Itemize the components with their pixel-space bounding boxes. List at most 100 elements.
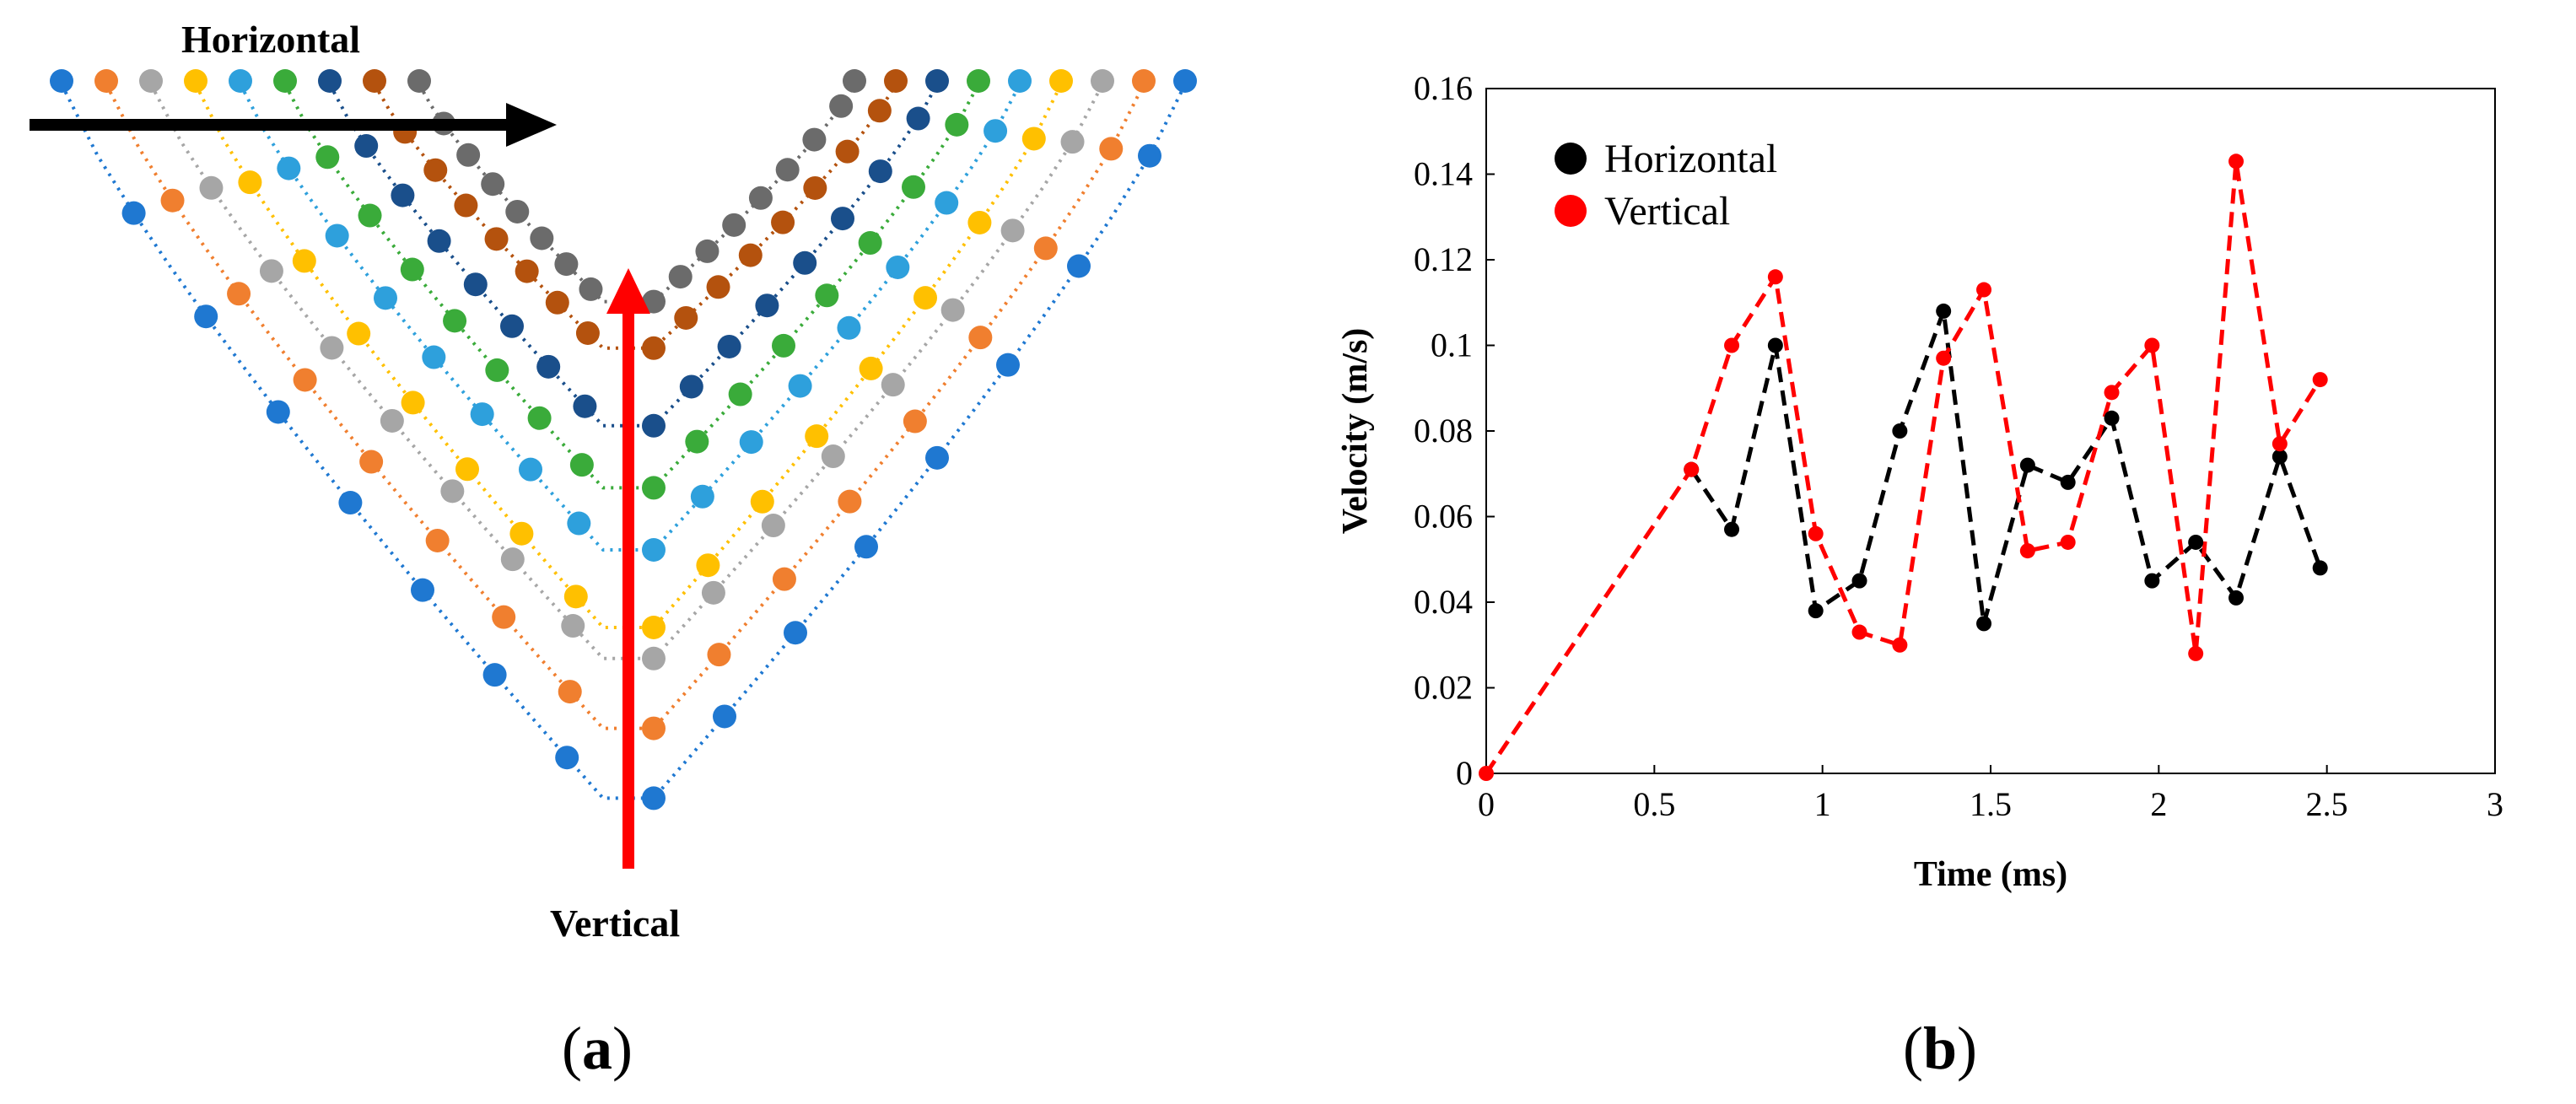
profile-point <box>509 521 534 546</box>
profile-point <box>94 69 118 93</box>
profile-point <box>803 175 827 200</box>
y-axis-label: Velocity (m/s) <box>1336 328 1375 535</box>
profile-point <box>868 159 892 184</box>
profile-point <box>967 210 992 234</box>
profile-line <box>418 83 856 304</box>
profile-point <box>642 336 666 360</box>
profile-point <box>1091 69 1114 93</box>
profile-point <box>642 616 666 639</box>
profile-point <box>456 143 481 167</box>
profile-point <box>1008 69 1032 93</box>
profile-point <box>1138 143 1161 168</box>
profile-point <box>443 309 467 333</box>
panel-a-letter: a <box>582 1015 612 1082</box>
profile-point <box>903 409 927 434</box>
profile-curves <box>50 69 1197 810</box>
profile-point <box>838 489 862 514</box>
profile-point <box>121 201 146 225</box>
profile-point <box>400 257 424 282</box>
legend: Horizontal Vertical <box>1555 137 1777 234</box>
x-tick-label: 0.5 <box>1633 785 1675 823</box>
profile-point <box>160 188 185 213</box>
y-tick-label: 0.14 <box>1414 155 1473 193</box>
profile-point <box>227 282 251 306</box>
profile-point <box>374 286 397 310</box>
profile-point <box>695 239 719 263</box>
legend-label-horizontal: Horizontal <box>1604 137 1777 181</box>
profile-point <box>761 514 785 538</box>
profile-point <box>184 69 207 93</box>
vertical-label: Vertical <box>550 902 680 945</box>
panel-b-open: ( <box>1903 1015 1923 1082</box>
profile-point <box>772 567 796 591</box>
profile-point <box>668 265 693 289</box>
profile-point <box>902 175 925 199</box>
x-tick-label: 0 <box>1478 785 1495 823</box>
profile-point <box>363 69 386 93</box>
point-vertical <box>1724 337 1740 353</box>
point-vertical <box>2228 153 2245 170</box>
profile-point <box>967 69 990 93</box>
panel-b-letter: b <box>1923 1015 1957 1082</box>
horizontal-arrow-head <box>506 103 557 147</box>
profile-point <box>1099 137 1124 161</box>
point-horizontal <box>1851 573 1867 589</box>
profile-point <box>500 547 525 572</box>
x-axis-label: Time (ms) <box>1914 855 2067 894</box>
profile-point <box>771 210 795 234</box>
profile-point <box>238 170 262 195</box>
profile-point <box>925 445 949 470</box>
profile-point <box>558 680 582 704</box>
profile-point <box>858 231 882 256</box>
profile-point <box>775 158 800 182</box>
profile-point <box>837 315 861 340</box>
profile-point <box>530 226 554 250</box>
profile-point <box>805 424 829 449</box>
panel-a-open: ( <box>562 1015 582 1082</box>
profile-point <box>935 191 959 215</box>
legend-label-vertical: Vertical <box>1604 189 1730 234</box>
profile-point <box>358 203 382 228</box>
profile-point <box>717 334 741 358</box>
profile-point <box>739 430 763 455</box>
profile-point <box>482 663 507 687</box>
profile-point <box>843 69 866 93</box>
series-lines <box>1484 160 2323 775</box>
point-horizontal <box>1892 423 1908 439</box>
point-vertical <box>1936 350 1952 366</box>
profile-point <box>563 584 588 609</box>
profile-point <box>423 158 448 182</box>
y-tick-label: 0.16 <box>1414 69 1473 107</box>
profile-point <box>315 145 340 170</box>
y-tick-label: 0.02 <box>1414 669 1473 707</box>
profile-point <box>867 99 892 123</box>
profile-point <box>674 305 698 330</box>
profile-point <box>492 605 516 629</box>
profile-point <box>1067 254 1091 278</box>
profile-point <box>485 358 509 382</box>
x-tick-label: 2 <box>2150 785 2167 823</box>
profile-point <box>642 716 666 740</box>
profile-point <box>859 356 883 380</box>
profile-point <box>886 255 910 279</box>
point-horizontal <box>2188 534 2204 550</box>
profile-point <box>984 119 1008 143</box>
profile-point <box>259 259 283 283</box>
point-horizontal <box>2312 560 2328 576</box>
profile-point <box>380 408 404 433</box>
point-horizontal <box>2019 457 2035 473</box>
profile-point <box>273 69 297 93</box>
profile-point <box>925 69 949 93</box>
profile-point <box>701 580 725 605</box>
profile-point <box>554 252 579 277</box>
series-line-horizontal <box>1689 310 2323 625</box>
series-line-vertical <box>1484 160 2322 775</box>
point-vertical <box>2060 534 2076 550</box>
legend-marker-vertical <box>1555 195 1587 227</box>
profile-point <box>945 112 969 137</box>
x-tick-label: 3 <box>2487 785 2503 823</box>
point-horizontal <box>2104 410 2120 426</box>
profile-point <box>793 250 817 275</box>
point-vertical <box>1808 525 1824 541</box>
profile-point <box>679 374 703 399</box>
